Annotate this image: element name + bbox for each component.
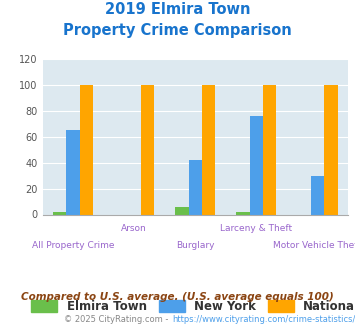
Bar [175,207,189,215]
Text: Arson: Arson [121,224,147,233]
Text: All Property Crime: All Property Crime [32,241,114,250]
Text: 2019 Elmira Town: 2019 Elmira Town [105,2,250,16]
Bar [324,85,338,214]
Bar [202,85,215,214]
Bar [66,130,80,214]
Text: Larceny & Theft: Larceny & Theft [220,224,293,233]
Bar [189,160,202,214]
Bar [236,212,250,215]
Text: Property Crime Comparison: Property Crime Comparison [63,23,292,38]
Bar [263,85,277,214]
Bar [80,85,93,214]
Text: Burglary: Burglary [176,241,214,250]
Bar [250,116,263,214]
Text: © 2025 CityRating.com -: © 2025 CityRating.com - [64,315,171,324]
Bar [53,212,66,215]
Bar [141,85,154,214]
Text: Compared to U.S. average. (U.S. average equals 100): Compared to U.S. average. (U.S. average … [21,292,334,302]
Text: Motor Vehicle Theft: Motor Vehicle Theft [273,241,355,250]
Bar [311,176,324,214]
Text: https://www.cityrating.com/crime-statistics/: https://www.cityrating.com/crime-statist… [172,315,355,324]
Legend: Elmira Town, New York, National: Elmira Town, New York, National [27,295,355,317]
